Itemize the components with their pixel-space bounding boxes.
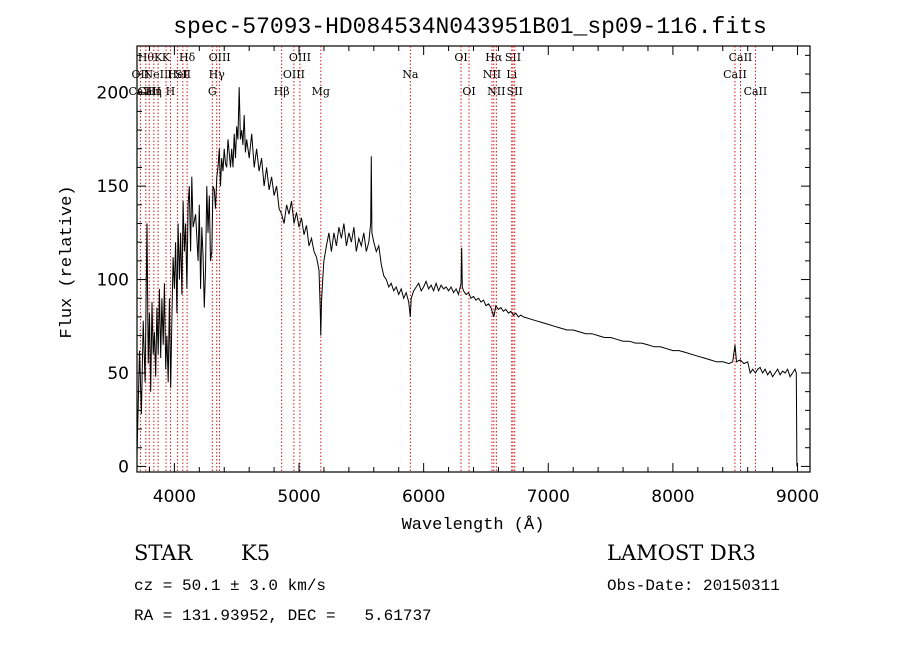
x-axis-ticks: 4000 5000 6000 7000 8000 9000 [148,46,819,507]
class-label: STAR [134,541,193,565]
line-label: H [166,85,176,98]
x-tick-label: 8000 [651,487,694,507]
subclass-label: K5 [241,541,270,565]
line-label: CaII [723,68,747,81]
line-label: Na [402,68,419,81]
x-tick-label: 5000 [277,487,320,507]
line-label: OIII [283,68,305,81]
x-tick-label: 7000 [527,487,570,507]
line-label: OIII [289,51,311,64]
y-tick-label: 200 [97,84,129,104]
line-label: CaII [137,85,161,98]
line-label: K [162,51,171,64]
line-label: Hα [485,51,503,64]
line-label: CaII [744,85,768,98]
y-tick-label: 50 [107,364,129,384]
line-label: SII [175,68,191,81]
y-axis-ticks: 0 50 100 150 200 [97,54,810,477]
line-label: OIII [209,51,231,64]
x-axis-label: Wavelength (Å) [402,516,545,535]
line-label: SII [507,85,523,98]
y-axis-label: Flux (relative) [58,185,77,338]
plot-frame [136,45,811,473]
line-label: CaII [729,51,753,64]
line-label: Hγ [209,68,226,81]
line-label: NII [483,68,501,81]
radec-text: RA = 131.93952, DEC = 5.61737 [134,607,432,625]
line-label: K [154,51,163,64]
line-label: G [208,85,217,98]
y-tick-label: 100 [97,271,129,291]
x-tick-label: 9000 [776,487,819,507]
redshift-text: cz = 50.1 ± 3.0 km/s [134,577,326,595]
line-label: Hη [146,85,162,98]
obs-date-text: Obs-Date: 20150311 [607,577,780,595]
line-label: OI [462,85,475,98]
y-tick-label: 0 [118,457,129,477]
y-tick-label: 150 [97,177,129,197]
x-tick-label: 4000 [153,487,196,507]
x-tick-label: 6000 [402,487,445,507]
line-label: Hθ [138,51,155,64]
line-label: NII [487,85,505,98]
line-label: SII [505,51,521,64]
line-label: NeIII [143,68,172,81]
line-label: Mg [312,85,330,98]
line-label: Hδ [179,51,196,64]
chart-title: spec-57093-HD084534N043951B01_sp09-116.f… [173,14,767,40]
line-label: OI [454,51,467,64]
line-label: Hβ [274,85,290,98]
line-label: Li [506,68,517,81]
spectrum-series-line [136,87,798,467]
survey-label: LAMOST DR3 [607,541,756,565]
